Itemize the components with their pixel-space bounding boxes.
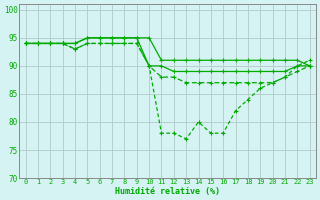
X-axis label: Humidité relative (%): Humidité relative (%): [115, 187, 220, 196]
